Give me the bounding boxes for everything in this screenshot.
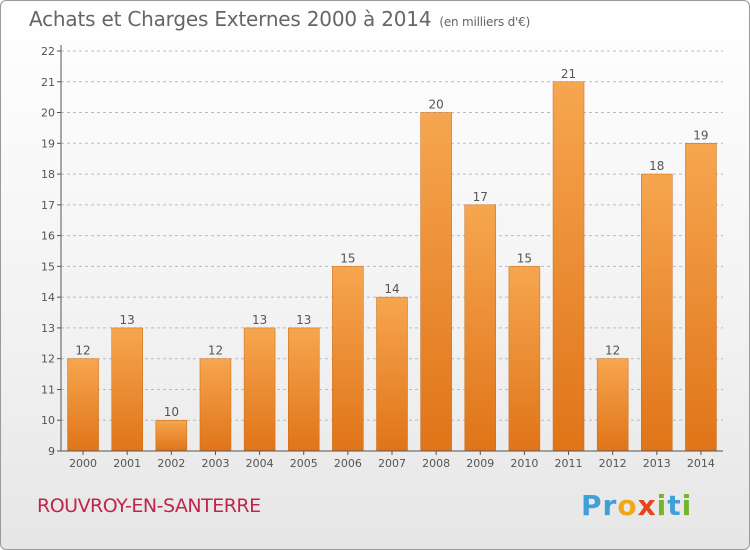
y-tick-label: 17 [41,199,55,212]
data-label: 12 [208,344,223,358]
y-tick-label: 15 [41,260,55,273]
bar-2003 [200,359,231,451]
bar-2004 [244,328,275,451]
bar-2002 [156,420,187,451]
bar-2001 [112,328,143,451]
x-tick-label: 2001 [113,457,141,470]
data-label: 15 [340,251,355,265]
bar-2009 [465,205,496,451]
bar-2011 [553,82,584,451]
bar-2013 [641,174,672,451]
data-label: 13 [120,313,135,327]
data-label: 15 [517,251,532,265]
bar-2006 [332,266,363,451]
logo-letter: i [657,489,668,522]
bar-2007 [377,297,408,451]
y-tick-label: 9 [48,445,55,458]
x-tick-label: 2014 [687,457,715,470]
y-tick-label: 20 [41,107,55,120]
logo-letter: t [667,489,681,522]
y-tick-label: 11 [41,383,55,396]
bar-2014 [685,143,716,451]
data-label: 10 [164,405,179,419]
y-tick-label: 12 [41,353,55,366]
x-tick-label: 2013 [643,457,671,470]
y-tick-label: 18 [41,168,55,181]
logo-letter: i [682,489,693,522]
x-tick-label: 2004 [246,457,274,470]
x-tick-label: 2002 [157,457,185,470]
y-tick-label: 16 [41,230,55,243]
data-label: 12 [605,344,620,358]
logo-letter: r [603,489,618,522]
bar-2012 [597,359,628,451]
bar-chart: 9 10 11 12 13 14 15 16 17 18 19 20 21 22 2000 2001 2002 2… [1,1,750,550]
logo-letter: x [638,489,657,522]
y-tick-label: 13 [41,322,55,335]
data-label: 21 [561,67,576,81]
y-tick-label: 10 [41,414,55,427]
data-label: 14 [384,282,399,296]
x-tick-label: 2010 [510,457,538,470]
x-tick-label: 2009 [466,457,494,470]
data-label: 13 [252,313,267,327]
bar-2008 [421,113,452,451]
data-label: 13 [296,313,311,327]
bar-2010 [509,266,540,451]
y-tick-label: 22 [41,45,55,58]
y-tick-label: 14 [41,291,55,304]
bar-2005 [288,328,319,451]
chart-frame: Achats et Charges Externes 2000 à 2014 (e… [0,0,750,550]
data-label: 19 [693,128,708,142]
proxiti-logo: Proxiti [581,489,692,522]
y-tick-label: 21 [41,76,55,89]
x-tick-label: 2008 [422,457,450,470]
logo-letter: P [581,489,603,522]
data-label: 18 [649,159,664,173]
x-tick-label: 2005 [290,457,318,470]
x-tick-label: 2003 [201,457,229,470]
data-label: 12 [75,344,90,358]
bar-2000 [68,359,99,451]
logo-letter: o [617,489,637,522]
data-label: 17 [473,190,488,204]
x-tick-label: 2007 [378,457,406,470]
x-tick-label: 2000 [69,457,97,470]
town-name: ROUVROY-EN-SANTERRE [37,495,261,517]
x-tick-label: 2011 [555,457,583,470]
data-label: 20 [428,98,443,112]
x-tick-label: 2012 [599,457,627,470]
x-tick-label: 2006 [334,457,362,470]
y-tick-label: 19 [41,137,55,150]
